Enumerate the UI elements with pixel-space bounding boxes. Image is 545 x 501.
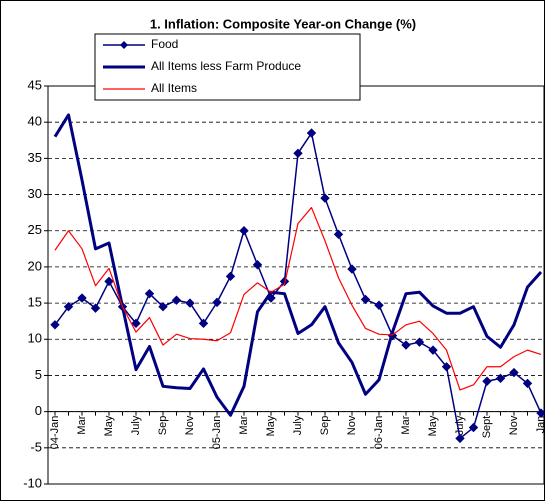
data-point — [428, 345, 438, 355]
x-tick-label: Jan — [535, 416, 545, 434]
data-point — [495, 373, 506, 384]
data-point — [212, 297, 222, 308]
data-point — [171, 295, 182, 305]
x-tick-label: 04-Jan — [49, 416, 61, 450]
series-line — [54, 206, 542, 391]
y-tick-label: 30 — [28, 186, 42, 201]
y-tick-label: 15 — [28, 295, 42, 310]
data-point — [198, 318, 209, 329]
data-point — [455, 433, 465, 444]
series-line — [53, 113, 543, 417]
x-tick-label: Nov — [346, 415, 358, 435]
legend-label: Food — [151, 37, 178, 51]
data-point — [239, 226, 249, 236]
x-tick-label: July — [130, 415, 142, 435]
data-point — [104, 276, 114, 287]
data-point — [509, 367, 519, 378]
data-point — [401, 340, 411, 350]
x-tick-label: Mar — [238, 415, 250, 434]
legend-label: All Items less Farm Produce — [151, 59, 301, 73]
x-tick-label: Sep — [319, 416, 331, 436]
x-tick-label: 06-Jan — [373, 416, 385, 450]
data-point — [333, 229, 344, 240]
y-tick-label: 0 — [35, 403, 42, 418]
data-point — [158, 302, 168, 312]
data-point — [90, 303, 101, 313]
data-point — [225, 271, 236, 282]
data-point — [468, 422, 479, 433]
data-point — [374, 300, 384, 310]
data-point — [360, 294, 371, 305]
data-point — [320, 193, 330, 203]
chart-title: 1. Inflation: Composite Year-on Change (… — [150, 16, 416, 31]
legend-marker — [120, 41, 128, 49]
x-tick-label: May — [427, 415, 439, 436]
data-point — [522, 378, 533, 389]
data-point — [306, 128, 317, 138]
y-tick-label: 20 — [28, 258, 42, 273]
data-point — [347, 264, 357, 274]
y-tick-label: -5 — [30, 439, 42, 454]
data-point — [536, 408, 545, 418]
y-tick-label: 10 — [28, 331, 42, 346]
y-tick-label: 5 — [35, 367, 42, 382]
x-tick-label: July — [292, 415, 304, 435]
x-tick-label: Nov — [184, 415, 196, 435]
x-tick-label: Nov — [508, 415, 520, 435]
x-tick-label: Sep — [157, 416, 169, 436]
x-tick-label: May — [103, 415, 115, 436]
data-point — [482, 376, 492, 386]
x-tick-label: May — [265, 415, 277, 436]
data-point — [185, 298, 195, 308]
data-point — [414, 337, 425, 347]
data-point — [77, 293, 87, 303]
data-point — [63, 302, 74, 312]
y-tick-label: 25 — [28, 222, 42, 237]
data-point — [144, 288, 155, 299]
data-point — [279, 276, 290, 287]
data-point — [293, 148, 303, 159]
x-tick-label: 05-Jan — [211, 416, 223, 450]
data-point — [131, 318, 141, 329]
y-tick-label: 40 — [28, 114, 42, 129]
data-point — [441, 362, 452, 372]
x-tick-label: Mar — [76, 415, 88, 434]
y-tick-label: 45 — [28, 77, 42, 92]
legend-label: All Items — [151, 81, 197, 95]
x-tick-label: Sept — [481, 416, 493, 439]
y-tick-label: 35 — [28, 150, 42, 165]
legend: Food All Items less Farm Produce All Items — [94, 33, 361, 101]
y-tick-label: -10 — [23, 475, 42, 490]
data-point — [50, 320, 60, 330]
data-point — [252, 260, 263, 270]
x-tick-label: Mar — [400, 415, 412, 434]
